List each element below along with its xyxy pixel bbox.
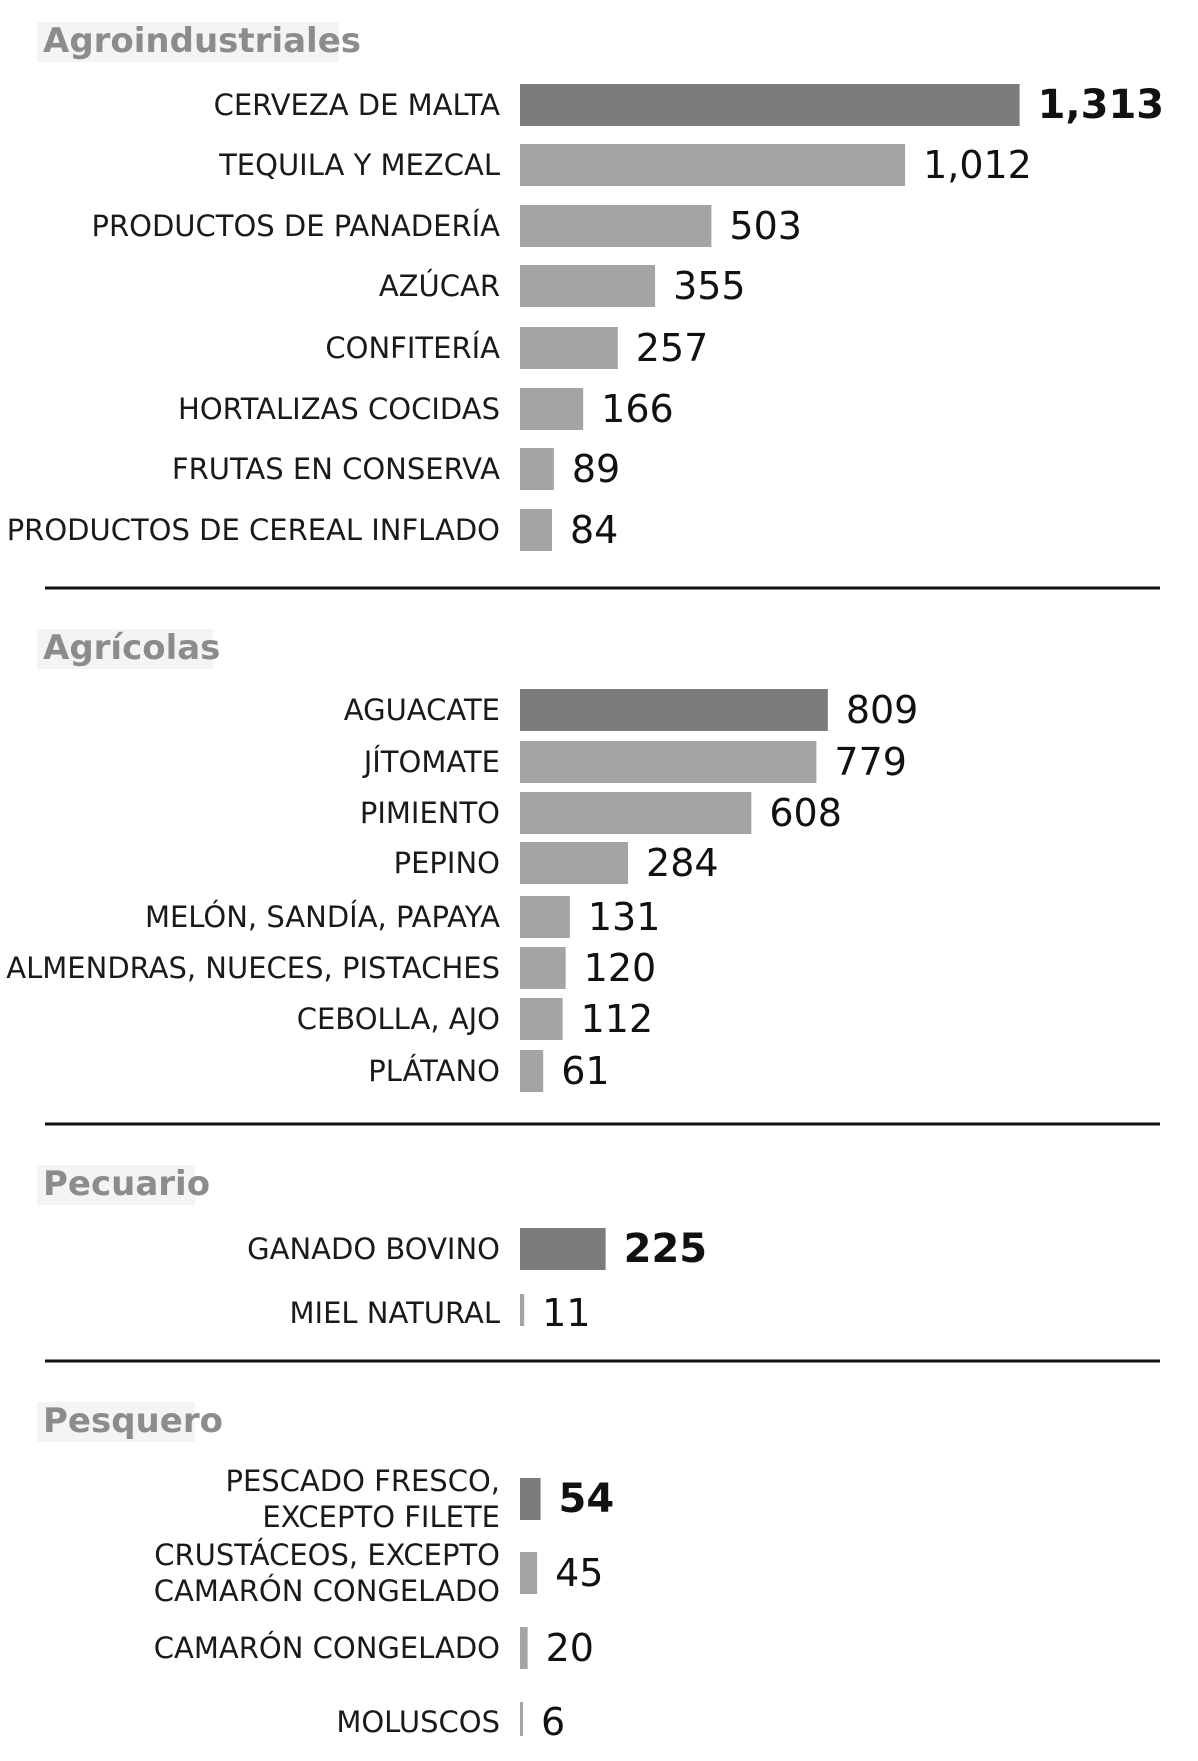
value-label: 54 bbox=[559, 1476, 615, 1522]
bar bbox=[520, 1294, 525, 1326]
value-label: 120 bbox=[584, 946, 657, 990]
value-label: 112 bbox=[581, 997, 654, 1041]
category-label: MOLUSCOS bbox=[336, 1705, 500, 1739]
bar bbox=[520, 896, 570, 938]
value-label: 355 bbox=[673, 264, 746, 308]
value-label: 779 bbox=[834, 740, 907, 784]
bar bbox=[520, 205, 712, 247]
section-title: Agrícolas bbox=[43, 628, 220, 668]
value-label: 20 bbox=[546, 1626, 594, 1670]
category-label: CEBOLLA, AJO bbox=[297, 1002, 500, 1036]
value-label: 1,012 bbox=[923, 143, 1032, 187]
section-title-bg bbox=[37, 1402, 195, 1442]
section-title-bg bbox=[37, 629, 213, 669]
bar bbox=[520, 388, 584, 430]
category-label: AGUACATE bbox=[344, 693, 500, 727]
value-label: 608 bbox=[769, 791, 842, 835]
bar bbox=[520, 327, 618, 369]
category-label: CRUSTÁCEOS, EXCEPTO bbox=[154, 1538, 500, 1572]
category-label: PLÁTANO bbox=[368, 1054, 500, 1088]
value-label: 61 bbox=[561, 1049, 609, 1093]
bar bbox=[520, 998, 563, 1040]
value-label: 503 bbox=[729, 204, 802, 248]
bar bbox=[520, 509, 552, 551]
bar bbox=[520, 265, 656, 307]
value-label: 131 bbox=[588, 895, 661, 939]
category-label: MELÓN, SANDÍA, PAPAYA bbox=[145, 900, 500, 934]
bar bbox=[520, 448, 554, 490]
bar bbox=[520, 689, 828, 731]
value-label: 809 bbox=[846, 688, 919, 732]
category-label: GANADO BOVINO bbox=[247, 1232, 500, 1266]
bar bbox=[520, 84, 1020, 126]
category-label: CAMARÓN CONGELADO bbox=[154, 1574, 500, 1608]
category-label: CERVEZA DE MALTA bbox=[214, 88, 501, 122]
category-label: HORTALIZAS COCIDAS bbox=[178, 392, 500, 426]
bar bbox=[520, 1228, 606, 1270]
section-title: Pesquero bbox=[43, 1401, 223, 1441]
section-title-bg bbox=[37, 1165, 195, 1205]
value-label: 257 bbox=[636, 326, 709, 370]
category-label: TEQUILA Y MEZCAL bbox=[218, 148, 500, 182]
category-label: PESCADO FRESCO, bbox=[225, 1464, 500, 1498]
value-label: 225 bbox=[624, 1226, 708, 1272]
category-label: PRODUCTOS DE CEREAL INFLADO bbox=[7, 513, 500, 547]
value-label: 284 bbox=[646, 841, 719, 885]
category-label: FRUTAS EN CONSERVA bbox=[172, 452, 500, 486]
bar bbox=[520, 792, 752, 834]
value-label: 1,313 bbox=[1038, 82, 1165, 128]
section-title-bg bbox=[37, 22, 339, 62]
bar bbox=[520, 1627, 528, 1669]
category-label: EXCEPTO FILETE bbox=[262, 1500, 500, 1534]
value-label: 45 bbox=[555, 1551, 603, 1595]
value-label: 6 bbox=[541, 1700, 565, 1744]
bar bbox=[520, 1478, 541, 1520]
bar bbox=[520, 1552, 538, 1594]
category-label: AZÚCAR bbox=[379, 269, 500, 303]
category-label: CONFITERÍA bbox=[325, 331, 500, 365]
section-title: Pecuario bbox=[43, 1164, 210, 1204]
category-label: ALMENDRAS, NUECES, PISTACHES bbox=[6, 951, 500, 985]
category-label: PRODUCTOS DE PANADERÍA bbox=[91, 209, 500, 243]
value-label: 89 bbox=[572, 447, 620, 491]
category-label: JÍTOMATE bbox=[362, 745, 500, 779]
bar bbox=[520, 1050, 544, 1092]
bar bbox=[520, 842, 629, 884]
value-label: 84 bbox=[570, 508, 618, 552]
category-label: MIEL NATURAL bbox=[290, 1296, 500, 1330]
value-label: 166 bbox=[601, 387, 674, 431]
section-title: Agroindustriales bbox=[43, 21, 361, 61]
category-label: CAMARÓN CONGELADO bbox=[154, 1631, 500, 1665]
bar bbox=[520, 144, 906, 186]
bar bbox=[520, 1702, 523, 1736]
bar bbox=[520, 741, 817, 783]
category-label: PIMIENTO bbox=[360, 796, 500, 830]
bar bbox=[520, 947, 566, 989]
category-label: PEPINO bbox=[394, 846, 500, 880]
value-label: 11 bbox=[542, 1291, 590, 1335]
